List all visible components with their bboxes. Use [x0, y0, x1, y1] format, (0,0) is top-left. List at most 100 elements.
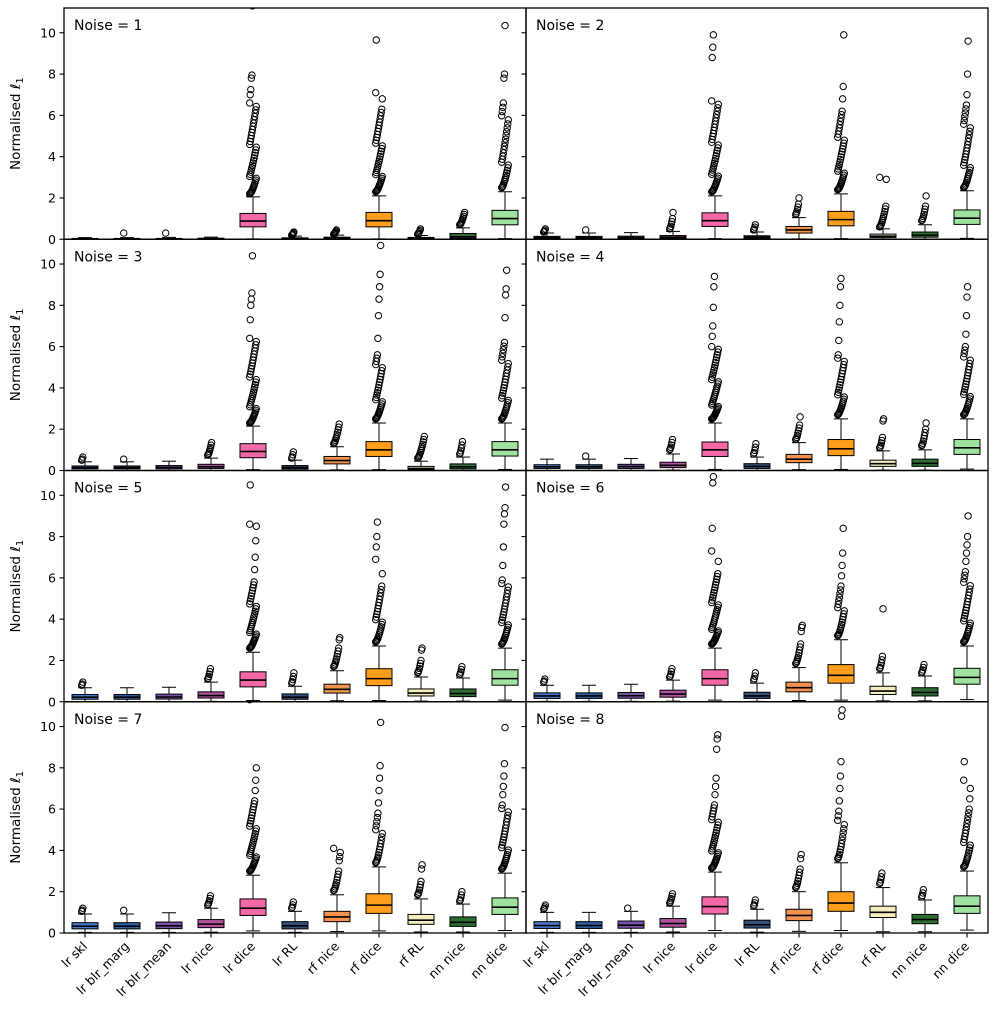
panel-border: [525, 469, 989, 703]
boxplot-lr-blr-marg: [575, 911, 603, 933]
outlier-marker: [378, 95, 386, 103]
outlier-marker: [499, 836, 508, 844]
outlier-marker: [246, 520, 254, 528]
outlier-marker: [840, 357, 848, 366]
panel-title: Noise = 3: [74, 249, 142, 265]
boxplot-nn-dice: [953, 757, 981, 931]
outlier-marker: [374, 334, 382, 343]
outlier-marker: [920, 660, 928, 669]
outlier-marker: [205, 670, 214, 678]
outlier-marker: [964, 812, 972, 821]
box-rect: [953, 439, 981, 455]
outlier-marker: [965, 131, 973, 139]
outlier-marker: [246, 701, 253, 704]
x-tick-label: lr nice: [178, 938, 216, 976]
outlier-marker: [251, 553, 259, 561]
outlier-marker: [502, 285, 510, 293]
outlier-marker: [709, 472, 718, 481]
outlier-marker: [458, 441, 466, 449]
panel-title: Noise = 6: [536, 481, 604, 497]
outlier-marker: [420, 432, 428, 441]
outlier-marker: [961, 567, 970, 576]
outlier-marker: [252, 824, 260, 833]
outlier-marker: [714, 818, 722, 827]
outlier-marker: [378, 570, 386, 578]
outlier-marker: [714, 627, 722, 635]
boxplot-rf-dice: [827, 524, 855, 701]
outlier-marker: [834, 812, 842, 820]
x-tick-label: rf dice: [808, 938, 847, 977]
outlier-marker: [420, 435, 428, 444]
outlier-marker: [246, 99, 254, 107]
outlier-marker: [964, 37, 972, 45]
boxplot-lr-dice: [701, 472, 729, 701]
outlier-marker: [498, 107, 506, 116]
outlier-marker: [378, 363, 386, 372]
outlier-marker: [713, 572, 721, 581]
outlier-marker: [713, 351, 721, 359]
outlier-marker: [963, 293, 971, 301]
outlier-marker: [795, 194, 803, 202]
outlier-marker: [882, 202, 890, 210]
outlier-marker: [796, 854, 805, 863]
outlier-marker: [373, 351, 382, 359]
outlier-marker: [246, 822, 254, 830]
outlier-marker: [835, 797, 844, 805]
outlier-marker: [249, 8, 256, 10]
outlier-marker: [834, 816, 842, 825]
outlier-marker: [963, 283, 972, 291]
outlier-marker: [876, 173, 884, 182]
outlier-marker: [961, 612, 969, 620]
outlier-marker: [417, 865, 426, 873]
outlier-marker: [501, 483, 510, 491]
boxplot-nn-dice: [491, 483, 519, 701]
outlier-marker: [708, 815, 716, 824]
outlier-marker: [247, 592, 256, 600]
boxplot-lr-blr-marg: [575, 684, 603, 702]
outlier-marker: [960, 158, 968, 167]
outlier-marker: [246, 316, 254, 324]
outlier-marker: [714, 402, 722, 411]
boxplot-rf-nice: [323, 634, 351, 702]
outlier-marker: [502, 131, 510, 140]
x-tick-label: rf RL: [395, 938, 426, 969]
outlier-marker: [375, 774, 384, 782]
outlier-marker: [498, 841, 506, 849]
outlier-marker: [289, 898, 298, 906]
outlier-marker: [416, 225, 425, 233]
outlier-marker: [120, 229, 128, 237]
outlier-marker: [499, 790, 507, 799]
box-rect: [365, 668, 393, 687]
outlier-marker: [712, 152, 720, 160]
outlier-marker: [879, 415, 888, 423]
outlier-marker: [541, 675, 549, 683]
outlier-marker: [372, 88, 380, 97]
y-tick-label: 8: [48, 298, 56, 313]
outlier-marker: [376, 270, 384, 279]
outlier-marker: [837, 712, 846, 720]
boxplot-lr-nice: [197, 438, 225, 471]
outlier-marker: [378, 172, 386, 181]
outlier-marker: [376, 718, 385, 727]
outlier-marker: [751, 672, 759, 680]
panel-noise-1: Noise = 1 0 2 4 6 8 10 Normalised ℓ1: [8, 7, 527, 247]
outlier-marker: [840, 136, 848, 144]
outlier-marker: [458, 888, 466, 896]
boxplot-nn-nice: [911, 192, 939, 240]
outlier-marker: [708, 342, 716, 351]
outlier-marker: [751, 221, 760, 229]
outlier-marker: [960, 349, 968, 358]
outlier-marker: [962, 311, 971, 320]
outlier-marker: [501, 723, 509, 732]
outlier-marker: [919, 663, 928, 672]
outlier-marker: [334, 644, 343, 652]
outlier-marker: [878, 652, 887, 661]
outlier-marker: [964, 134, 973, 142]
panel-noise-5: Noise = 5 0 2 4 6 8 10 Normalised ℓ1: [8, 469, 527, 709]
outlier-marker: [541, 225, 550, 233]
x-tick-label: nn dice: [929, 938, 972, 981]
box-rect: [491, 669, 519, 686]
boxplot-rf-dice: [827, 31, 855, 240]
boxplot-lr-dice: [239, 8, 267, 240]
